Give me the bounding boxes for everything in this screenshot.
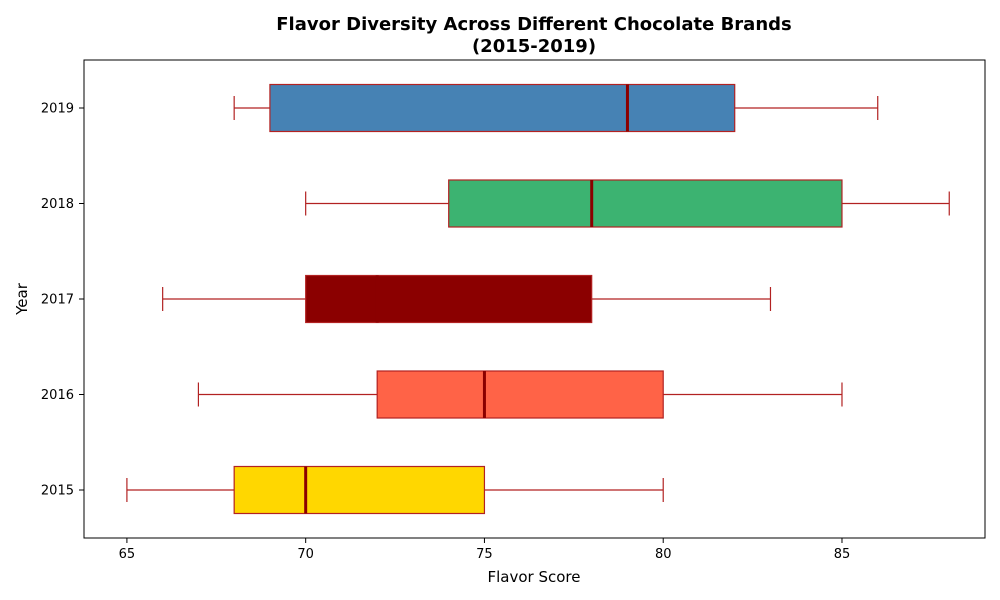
chart-title: Flavor Diversity Across Different Chocol… [276, 14, 791, 35]
x-tick-label-75: 75 [476, 547, 493, 562]
x-tick-label-70: 70 [297, 547, 314, 562]
iqr-box-2015 [233, 465, 486, 515]
y-tick-label-2015: 2015 [41, 484, 74, 499]
box-2017 [162, 274, 772, 324]
box-2018 [305, 179, 950, 228]
y-axis-label: Year [13, 282, 31, 316]
iqr-box-2018 [448, 179, 843, 228]
x-tick-label-85: 85 [834, 547, 851, 562]
axes: 2015 2016 2017 2018 2019 65 70 75 80 85 [41, 102, 850, 563]
iqr-box-2016 [376, 370, 664, 419]
y-tick-label-2017: 2017 [41, 293, 74, 308]
y-tick-label-2018: 2018 [41, 197, 74, 212]
plot-area [126, 83, 950, 515]
y-tick-label-2016: 2016 [41, 388, 74, 403]
box-2016 [197, 370, 843, 419]
iqr-box-2017 [305, 274, 593, 324]
x-axis-label: Flavor Score [488, 568, 581, 586]
x-tick-label-80: 80 [655, 547, 672, 562]
chart-subtitle: (2015-2019) [472, 36, 596, 57]
box-2019 [233, 83, 879, 133]
box-2015 [126, 465, 664, 515]
y-tick-label-2019: 2019 [41, 102, 74, 117]
x-tick-label-65: 65 [119, 547, 136, 562]
iqr-box-2019 [269, 83, 736, 133]
